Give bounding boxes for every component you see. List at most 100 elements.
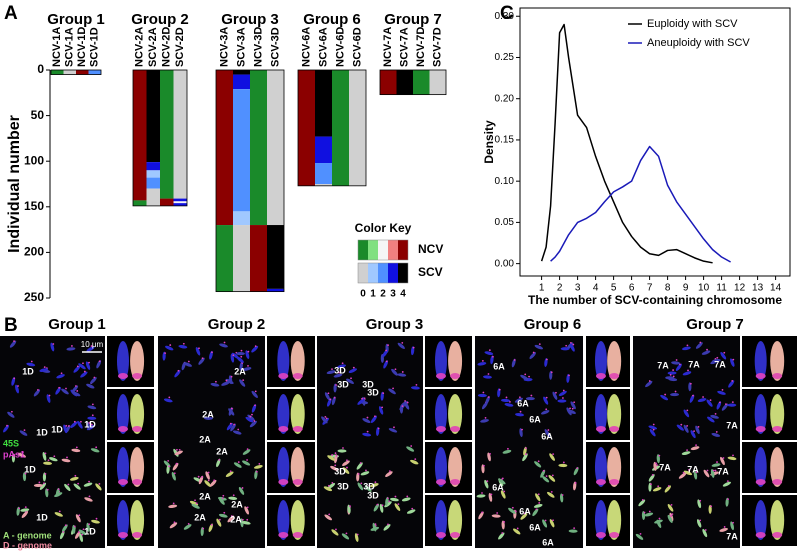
chromosome [378,406,384,415]
segment [396,70,413,95]
probe-label: 45S [3,438,19,448]
inset-signal [132,426,143,432]
signal [230,375,233,378]
chromosome [198,357,205,365]
signal [545,475,548,478]
chromosome-marker: 6A [541,431,553,441]
signal [218,518,221,521]
x-tick-label: 4 [593,283,599,294]
signal [672,369,675,371]
segment [160,70,174,199]
chromosome [90,448,100,453]
chromosome [87,416,97,420]
chromosome [370,415,377,424]
chromosome [649,428,656,437]
signal [168,465,170,468]
signal [213,479,216,482]
chromosome [9,340,17,348]
chromosome [721,403,729,411]
signal [374,523,377,526]
signal [411,507,414,510]
chromosome [520,513,528,520]
chromosome [203,416,213,420]
chromosome-marker: 3D [362,379,374,389]
chromosome [169,522,178,529]
signal [215,380,217,383]
signal [175,462,178,465]
x-tick-label: 11 [716,283,727,294]
signal [366,430,369,433]
signal [695,444,697,447]
inset-chromosome [277,500,290,540]
signal [255,470,258,473]
signal [30,360,33,363]
color-key-cell [398,240,408,260]
chromosome [327,455,336,461]
signal [732,521,735,524]
y-tick-label: 50 [31,108,45,122]
chromosome [548,475,556,482]
chromosome [235,352,245,356]
inset [742,495,797,546]
color-key-cell [368,263,378,283]
group-title: Group 3 [221,11,279,28]
chromosome [17,452,26,458]
chromosome-marker: 2A [231,499,243,509]
signal [176,448,178,451]
chromosome [638,499,646,507]
signal [572,343,575,346]
inset-chromosome [607,394,622,434]
group-outline [379,69,447,96]
inset-signal [609,373,620,379]
chromosome [514,397,523,403]
signal [394,495,397,498]
signal [173,472,176,475]
chromosome [216,518,222,527]
group-title: Group 7 [384,11,442,28]
signal [58,510,61,513]
chromosome [331,529,339,536]
signal [686,409,689,412]
chromosome-marker: 1D [84,419,96,429]
signal [562,397,564,399]
chromosome [719,527,728,532]
signal [90,345,93,347]
inset [742,442,797,493]
signal [91,414,94,417]
chromosome [543,396,549,405]
chromosome [480,419,489,423]
chromosome [73,365,81,373]
color-key-title: Color Key [355,221,412,235]
chromosome-marker: 1D [22,366,34,376]
signal [368,484,371,487]
signal [67,483,70,486]
chromosome-marker: 1D [24,464,36,474]
inset-chromosome [754,394,767,434]
inset-chromosome [754,341,767,381]
chromosome [39,482,47,490]
x-tick-label: 3 [575,283,581,294]
signal [173,521,176,524]
signal [13,454,16,456]
chromosome [61,524,68,533]
signal [682,471,685,474]
density-line [540,23,713,264]
inset-chromosome [130,394,145,434]
genome-label: D - genome [3,540,52,550]
chromosome [333,373,343,378]
chromosome [701,350,711,355]
signal [75,385,77,387]
signal [334,464,337,467]
signal [229,422,232,425]
signal [552,453,555,456]
segment [133,70,147,201]
x-tick-label: 5 [611,283,617,294]
signal [537,493,540,496]
group-outline [132,69,188,207]
chromosome [71,448,81,453]
signal [195,502,198,505]
chromosome-marker: 3D [334,365,346,375]
chromosome [324,392,331,401]
inset-signal [595,373,606,379]
inset-signal [450,373,461,379]
